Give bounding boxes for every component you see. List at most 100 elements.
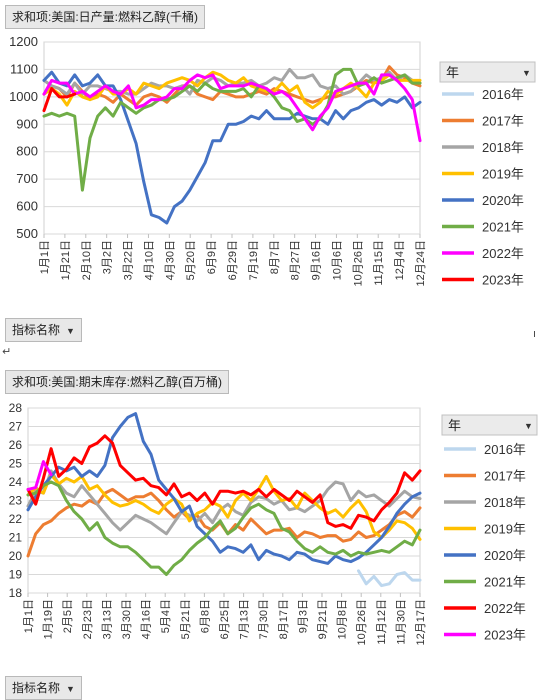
y-tick-label: 24 <box>9 475 23 489</box>
x-tick-label: 7月30日 <box>258 599 270 639</box>
filter-button-indicator[interactable]: 指标名称 ▼ <box>5 318 82 342</box>
series-line-2021年 <box>26 480 422 576</box>
x-tick-label: 1月1日 <box>23 599 35 633</box>
y-tick-label: 27 <box>9 420 23 434</box>
dropdown-arrow-icon: ▼ <box>66 684 75 694</box>
series-line-2019年 <box>26 473 422 541</box>
legend-header-label: 年 <box>446 65 459 80</box>
field-button-production[interactable]: 求和项:美国:日产量:燃料乙醇(千桶) <box>5 5 205 29</box>
y-tick-label: 21 <box>9 531 23 545</box>
y-tick-label: 700 <box>16 171 38 186</box>
legend-label: 2021年 <box>482 220 524 235</box>
legend-label: 2018年 <box>482 140 524 155</box>
legend-item: 2021年 <box>444 575 526 590</box>
legend-label: 2016年 <box>482 87 524 102</box>
legend-header[interactable]: 年 ▼ <box>441 414 538 436</box>
x-tick-label: 2月23日 <box>82 599 94 639</box>
x-tick-label: 12月4日 <box>394 240 406 280</box>
x-tick-label: 9月21日 <box>317 599 329 639</box>
x-tick-label: 10月26日 <box>356 599 368 645</box>
filter-button-indicator-2[interactable]: 指标名称 ▼ <box>5 676 82 700</box>
legend-item: 2017年 <box>442 114 524 129</box>
series-line-2022年 <box>42 73 422 143</box>
legend-item: 2016年 <box>444 442 526 457</box>
x-tick-label: 3月2日 <box>102 240 114 274</box>
x-tick-label: 11月12日 <box>376 599 388 645</box>
x-tick-label: 10月8日 <box>337 599 349 639</box>
legend-item: 2019年 <box>442 167 524 182</box>
x-tick-label: 12月24日 <box>415 240 427 286</box>
x-tick-label: 2月10日 <box>81 240 93 280</box>
y-tick-label: 28 <box>9 401 23 415</box>
legend-item: 2018年 <box>442 140 524 155</box>
series-line-2023年 <box>42 87 77 113</box>
y-tick-label: 1100 <box>10 61 38 76</box>
series-line-2022年 <box>26 434 422 530</box>
x-tick-label: 11月15日 <box>373 240 385 286</box>
x-tick-label: 4月10日 <box>143 240 155 280</box>
x-tick-label: 7月13日 <box>239 599 251 639</box>
series-line-2020年 <box>26 412 422 565</box>
x-tick-label: 2月5日 <box>62 599 74 633</box>
x-tick-label: 1月19日 <box>43 599 55 639</box>
field-label: 求和项:美国:期末库存:燃料乙醇(百万桶) <box>12 375 222 389</box>
x-tick-label: 1月1日 <box>39 240 51 274</box>
x-tick-label: 8月7日 <box>269 240 281 274</box>
x-tick-label: 8月27日 <box>290 240 302 280</box>
x-tick-label: 5月21日 <box>180 599 192 639</box>
x-tick-label: 11月30日 <box>395 599 407 645</box>
x-tick-label: 9月16日 <box>311 240 323 280</box>
legend-item: 2019年 <box>444 522 526 537</box>
x-tick-label: 6月8日 <box>199 599 211 633</box>
legend-label: 2017年 <box>482 114 524 129</box>
legend-header-label: 年 <box>448 418 461 433</box>
x-tick-label: 9月3日 <box>297 599 309 633</box>
return-mark-icon: ↵ <box>2 346 12 358</box>
legend-label: 2022年 <box>484 601 526 616</box>
y-tick-label: 600 <box>16 199 38 214</box>
y-tick-label: 900 <box>16 116 38 131</box>
x-tick-label: 6月25日 <box>219 599 231 639</box>
cursor-mark-icon: ı <box>533 328 537 340</box>
field-button-inventory[interactable]: 求和项:美国:期末库存:燃料乙醇(百万桶) <box>5 370 229 394</box>
x-tick-label: 3月30日 <box>121 599 133 639</box>
x-tick-label: 7月19日 <box>248 240 260 280</box>
x-tick-label: 3月13日 <box>101 599 113 639</box>
legend-header[interactable]: 年 ▼ <box>439 61 536 83</box>
y-tick-label: 26 <box>9 438 23 452</box>
x-tick-label: 6月9日 <box>206 240 218 274</box>
legend-item: 2023年 <box>442 273 524 288</box>
x-tick-label: 5月4日 <box>160 599 172 633</box>
y-tick-label: 1200 <box>9 34 38 49</box>
x-tick-label: 1月21日 <box>60 240 72 280</box>
y-tick-label: 800 <box>16 144 38 159</box>
y-tick-label: 18 <box>9 586 23 600</box>
filter-label: 指标名称 <box>12 323 61 337</box>
y-tick-label: 19 <box>9 568 23 582</box>
plot-area <box>43 41 421 235</box>
legend-label: 2020年 <box>482 193 524 208</box>
series-line-2017年 <box>26 487 422 558</box>
series-line-2023年 <box>26 460 53 491</box>
y-tick-label: 22 <box>9 512 23 526</box>
dropdown-arrow-icon: ▼ <box>522 68 531 78</box>
filter-label: 指标名称 <box>12 681 61 695</box>
y-tick-label: 20 <box>9 549 23 563</box>
x-tick-label: 10月26日 <box>352 240 364 286</box>
y-tick-label: 25 <box>9 457 23 471</box>
legend-label: 2023年 <box>482 273 524 288</box>
legend-label: 2019年 <box>482 167 524 182</box>
legend-header-box <box>441 414 538 436</box>
legend-label: 2022年 <box>482 246 524 261</box>
legend-item: 2023年 <box>444 628 526 643</box>
legend-label: 2018年 <box>484 495 526 510</box>
legend-label: 2016年 <box>484 442 526 457</box>
legend-item: 2022年 <box>444 601 526 616</box>
legend-label: 2017年 <box>484 469 526 484</box>
legend-item: 2020年 <box>444 548 526 563</box>
legend-item: 2018年 <box>444 495 526 510</box>
x-tick-label: 8月17日 <box>278 599 290 639</box>
legend-item: 2021年 <box>442 220 524 235</box>
series-line-2018年 <box>26 469 422 536</box>
